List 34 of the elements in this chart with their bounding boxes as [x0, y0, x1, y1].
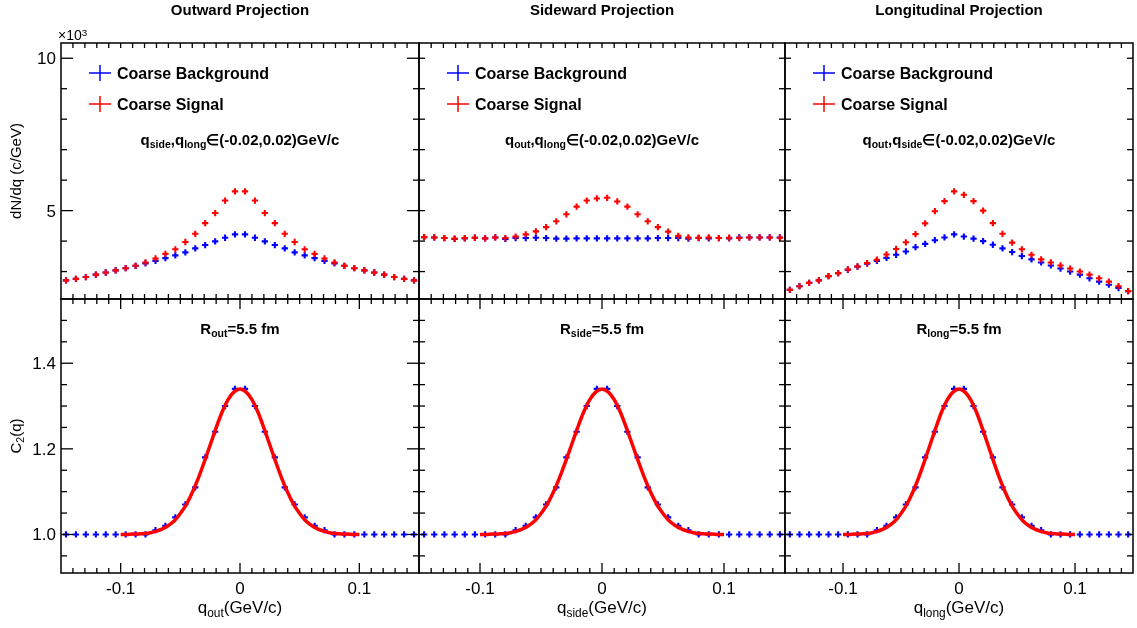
y-tick-label: 10: [37, 49, 56, 69]
chart-title: Outward Projection: [170, 1, 310, 18]
legend-label: Coarse Signal: [841, 96, 948, 113]
legend-label: Coarse Background: [841, 65, 994, 82]
legend-label: Coarse Signal: [117, 96, 224, 113]
legend-label: Coarse Background: [117, 65, 270, 82]
x-tick-label: 0: [597, 579, 607, 598]
chart-title: Sideward Projection: [529, 1, 675, 18]
x-tick-label: 0: [954, 579, 964, 598]
x-tick-label: 0.1: [1063, 579, 1087, 598]
legend-label: Coarse Background: [475, 65, 628, 82]
x-axis-title: q$_{long}$(GeV/c): [913, 598, 1005, 620]
y-tick-label: 1.4: [32, 354, 56, 374]
chart-title: Longitudinal Projection: [875, 1, 1043, 18]
y-tick-label: 5: [46, 201, 56, 221]
x-tick-label: 0.1: [347, 579, 372, 598]
x-axis-title: q$_{side}$(GeV/c): [557, 598, 647, 620]
annotation: q$_{side}$,q$_{long}$∈(-0.02,0.02)GeV/c: [140, 131, 340, 151]
x-tick-label: -0.1: [828, 579, 858, 598]
y-tick-label: 1.0: [32, 525, 56, 545]
annotation: R$_{long}$=5.5 fm: [916, 320, 1002, 340]
annotation: R$_{side}$=5.5 fm: [560, 320, 644, 340]
text: ×10$^{3}$: [58, 26, 88, 43]
y-axis-title: dN/dq (c/GeV): [7, 123, 24, 219]
legend-label: Coarse Signal: [475, 96, 582, 113]
annotation: q$_{out}$,q$_{side}$∈(-0.02,0.02)GeV/c: [862, 131, 1056, 151]
x-tick-label: -0.1: [106, 579, 136, 598]
annotation: q$_{out}$,q$_{long}$∈(-0.02,0.02)GeV/c: [504, 131, 700, 151]
annotation: R$_{out}$=5.5 fm: [200, 320, 280, 340]
y-tick-label: 1.2: [32, 439, 56, 459]
x-tick-label: -0.1: [465, 579, 495, 598]
x-tick-label: 0: [235, 579, 245, 598]
x-axis-title: q$_{out}$(GeV/c): [197, 598, 283, 620]
x-tick-label: 0.1: [712, 579, 736, 598]
